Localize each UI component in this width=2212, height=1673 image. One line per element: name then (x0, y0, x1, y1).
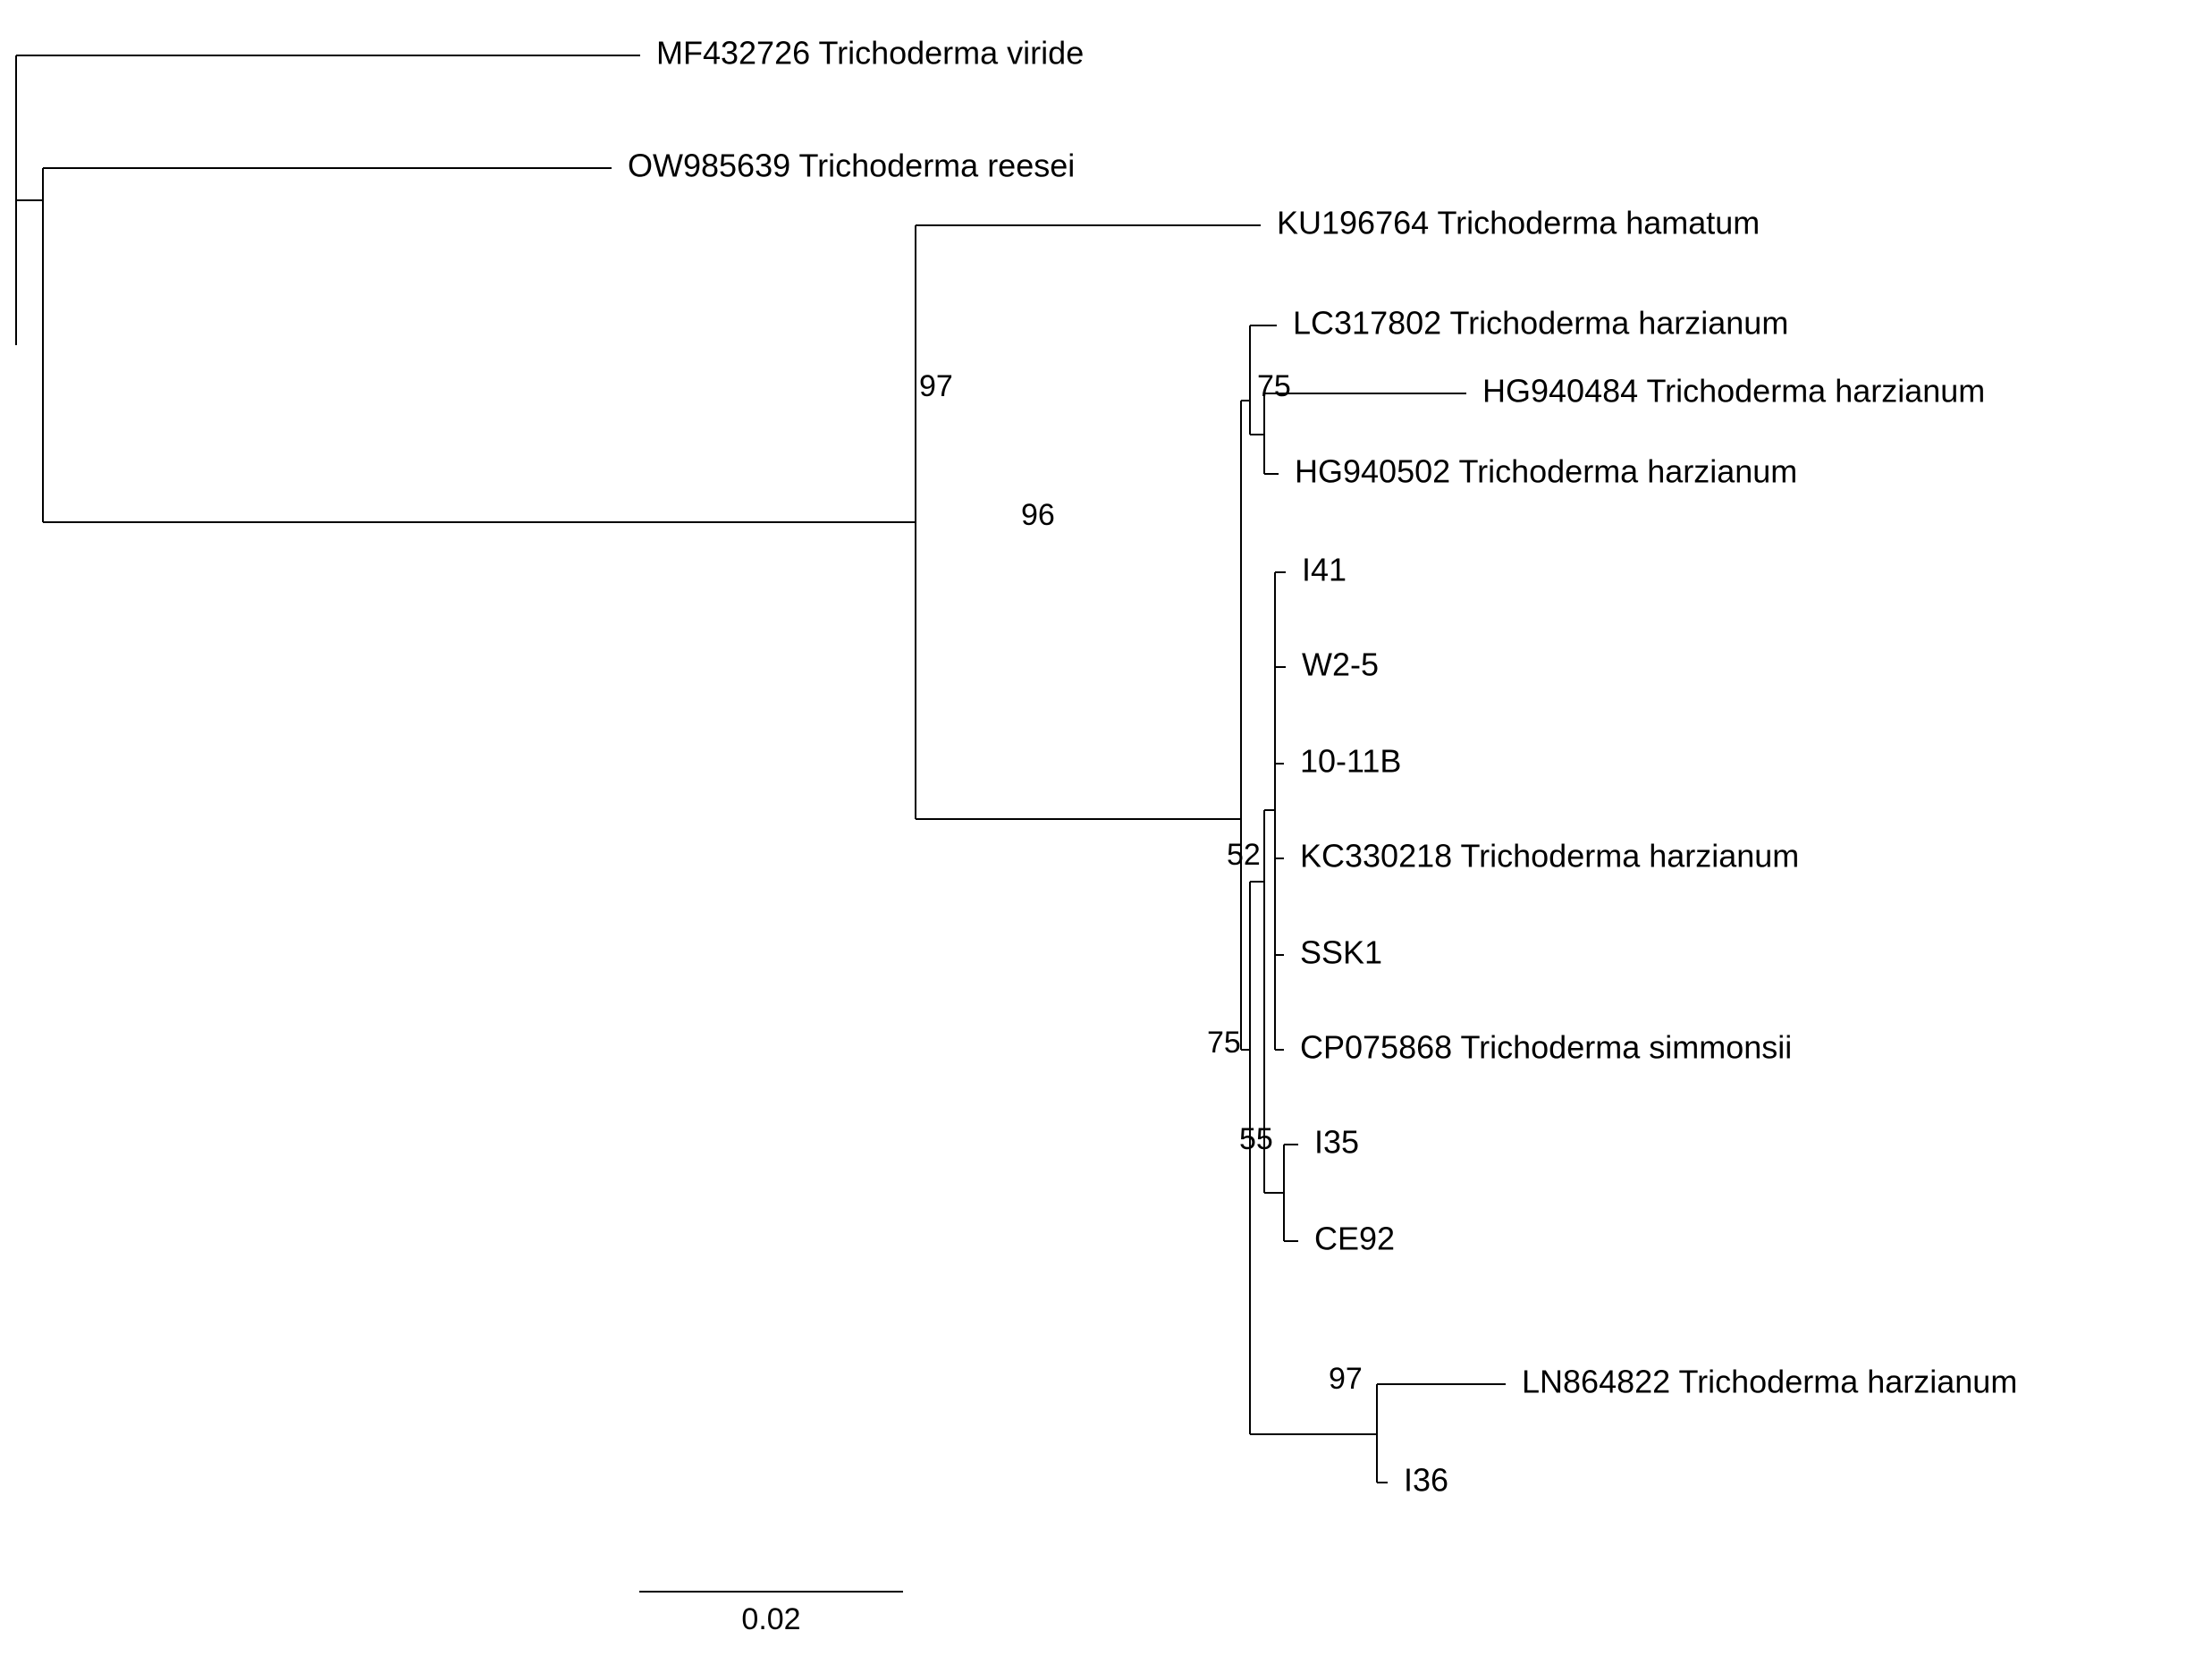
svg-text:KC330218 Trichoderma harzianum: KC330218 Trichoderma harzianum (1300, 838, 1799, 875)
svg-text:CP075868 Trichoderma simmonsii: CP075868 Trichoderma simmonsii (1300, 1029, 1792, 1066)
svg-text:LN864822 Trichoderma harzianum: LN864822 Trichoderma harzianum (1522, 1364, 2017, 1400)
svg-text:97: 97 (919, 369, 953, 403)
svg-text:I41: I41 (1302, 552, 1347, 588)
svg-text:SSK1: SSK1 (1300, 934, 1382, 971)
svg-text:CE92: CE92 (1314, 1221, 1395, 1257)
svg-text:97: 97 (1329, 1362, 1363, 1396)
svg-text:OW985639 Trichoderma reesei: OW985639 Trichoderma reesei (628, 148, 1075, 184)
tree-svg: MF432726 Trichoderma viride OW985639 Tric… (0, 0, 2212, 1669)
svg-text:52: 52 (1227, 838, 1261, 872)
phylogenetic-tree: MF432726 Trichoderma viride OW985639 Tric… (0, 0, 2212, 1669)
svg-text:75: 75 (1207, 1026, 1241, 1060)
svg-text:I36: I36 (1404, 1462, 1448, 1499)
svg-text:KU196764 Trichoderma hamatum: KU196764 Trichoderma hamatum (1277, 205, 1760, 241)
svg-text:55: 55 (1239, 1122, 1273, 1156)
svg-text:I35: I35 (1314, 1124, 1359, 1161)
svg-text:0.02: 0.02 (741, 1602, 800, 1636)
svg-text:10-11B: 10-11B (1300, 743, 1401, 780)
svg-text:W2-5: W2-5 (1302, 646, 1379, 683)
svg-text:HG940484 Trichoderma harzianum: HG940484 Trichoderma harzianum (1482, 373, 1985, 410)
svg-text:HG940502 Trichoderma harzianum: HG940502 Trichoderma harzianum (1295, 453, 1797, 490)
svg-text:96: 96 (1021, 498, 1055, 532)
svg-text:LC317802 Trichoderma harzianum: LC317802 Trichoderma harzianum (1293, 305, 1788, 342)
svg-text:MF432726 Trichoderma viride: MF432726 Trichoderma viride (656, 35, 1084, 72)
svg-text:75: 75 (1257, 369, 1291, 403)
